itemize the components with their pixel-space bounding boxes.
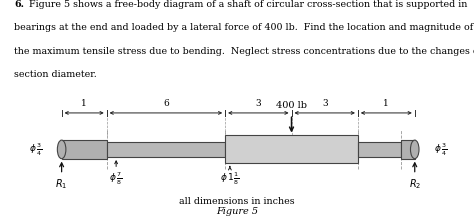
Text: 1: 1 xyxy=(383,99,389,108)
Bar xyxy=(107,142,225,157)
Text: $R_2$: $R_2$ xyxy=(409,177,421,191)
Text: Figure 5 shows a free-body diagram of a shaft of circular cross-section that is : Figure 5 shows a free-body diagram of a … xyxy=(26,0,467,9)
Ellipse shape xyxy=(57,140,66,159)
Text: 400 lb: 400 lb xyxy=(276,101,307,110)
Text: $R_1$: $R_1$ xyxy=(55,177,68,191)
Text: $\phi\,\frac{7}{8}$: $\phi\,\frac{7}{8}$ xyxy=(109,171,123,187)
Text: $\phi\,\frac{3}{4}$: $\phi\,\frac{3}{4}$ xyxy=(29,141,42,158)
Text: $\phi\,\frac{3}{4}$: $\phi\,\frac{3}{4}$ xyxy=(434,141,447,158)
Text: the maximum tensile stress due to bending.  Neglect stress concentrations due to: the maximum tensile stress due to bendin… xyxy=(14,47,474,56)
Text: 6: 6 xyxy=(163,99,169,108)
Text: 1: 1 xyxy=(81,99,87,108)
Text: $\phi\,1\frac{1}{8}$: $\phi\,1\frac{1}{8}$ xyxy=(220,171,239,187)
Text: Figure 5: Figure 5 xyxy=(216,207,258,216)
Ellipse shape xyxy=(410,140,419,159)
Text: 3: 3 xyxy=(255,99,261,108)
Text: all dimensions in inches: all dimensions in inches xyxy=(179,197,295,206)
Text: 3: 3 xyxy=(322,99,328,108)
Text: section diameter.: section diameter. xyxy=(14,70,97,79)
Bar xyxy=(401,140,415,159)
Bar xyxy=(62,140,107,159)
Bar xyxy=(358,142,401,157)
Text: bearings at the end and loaded by a lateral force of 400 lb.  Find the location : bearings at the end and loaded by a late… xyxy=(14,23,474,32)
Bar xyxy=(225,135,358,163)
Text: 6.: 6. xyxy=(14,0,24,9)
